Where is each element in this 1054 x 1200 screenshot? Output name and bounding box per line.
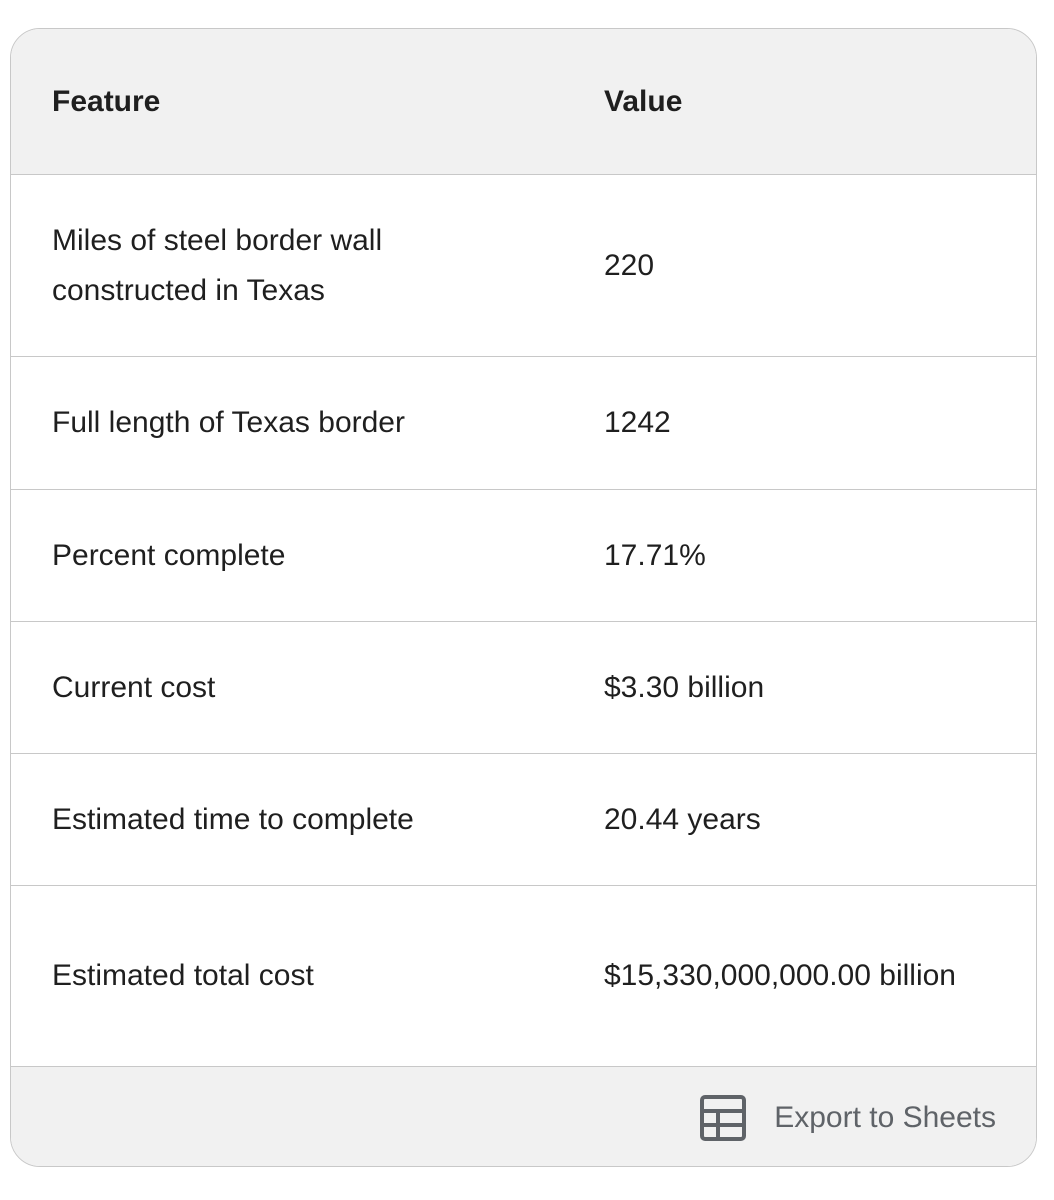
value-cell: $3.30 billion bbox=[604, 670, 765, 704]
value-cell: 17.71% bbox=[604, 538, 706, 572]
feature-cell: Percent complete bbox=[52, 538, 286, 572]
value-cell: Value bbox=[604, 84, 683, 118]
table-card: Export to Sheets Feature Value Miles of st… bbox=[10, 28, 1037, 1167]
feature-cell: Estimated time to complete bbox=[52, 802, 414, 836]
value-cell: 220 bbox=[604, 248, 655, 282]
export-button[interactable]: Export to Sheets bbox=[700, 1095, 996, 1141]
feature-cell: Estimated total cost bbox=[52, 959, 314, 992]
feature-cell: Miles of steel border wall constructed i… bbox=[52, 223, 383, 307]
table-row: Miles of steel border wall constructed i… bbox=[11, 174, 1036, 356]
table-row: Current cost $3.30 billion bbox=[11, 621, 1036, 753]
value-cell: 20.44 years bbox=[604, 802, 761, 836]
feature-cell: Feature bbox=[52, 84, 161, 118]
table-row: Full length of Texas border 1242 bbox=[11, 356, 1036, 489]
table-row: Estimated time to complete 20.44 years bbox=[11, 753, 1036, 885]
sheets-icon bbox=[700, 1095, 747, 1141]
value-cell: 1242 bbox=[604, 406, 671, 439]
feature-cell: Full length of Texas border bbox=[52, 406, 405, 439]
header-row: Feature Value bbox=[11, 29, 1036, 174]
table-footer: Export to Sheets bbox=[11, 1066, 1036, 1166]
table-row: Percent complete 17.71% bbox=[11, 489, 1036, 621]
table-row: Estimated total cost $15,330,000,000.00 b… bbox=[11, 885, 1036, 1066]
feature-cell: Current cost bbox=[52, 670, 216, 704]
value-cell: $15,330,000,000.00 billion bbox=[604, 959, 956, 992]
export-label: Export to Sheets bbox=[774, 1101, 996, 1134]
